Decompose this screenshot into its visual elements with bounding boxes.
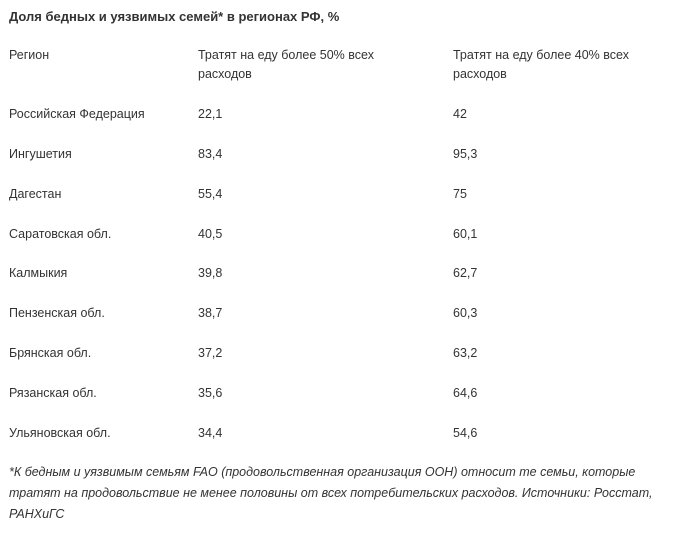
cell-region: Саратовская обл. bbox=[9, 227, 112, 241]
cell-region: Брянская обл. bbox=[9, 346, 92, 360]
cell-region: Калмыкия bbox=[9, 266, 68, 280]
cell-over-50: 37,2 bbox=[198, 346, 223, 360]
cell-over-50: 40,5 bbox=[198, 227, 223, 241]
cell-over-50: 83,4 bbox=[198, 147, 223, 161]
cell-over-50: 34,4 bbox=[198, 426, 223, 440]
cell-over-40: 95,3 bbox=[453, 147, 478, 161]
cell-over-50: 39,8 bbox=[198, 266, 223, 280]
cell-region: Ульяновская обл. bbox=[9, 426, 111, 440]
header-region: Регион bbox=[9, 48, 50, 62]
cell-over-40: 60,1 bbox=[453, 227, 478, 241]
cell-region: Российская Федерация bbox=[9, 107, 145, 121]
cell-over-40: 42 bbox=[453, 107, 467, 121]
cell-over-40: 64,6 bbox=[453, 386, 478, 400]
footnote: *К бедным и уязвимым семьям FAO (продово… bbox=[9, 465, 653, 521]
cell-over-40: 75 bbox=[453, 187, 467, 201]
cell-over-50: 35,6 bbox=[198, 386, 223, 400]
cell-over-50: 22,1 bbox=[198, 107, 223, 121]
cell-region: Пензенская обл. bbox=[9, 306, 105, 320]
cell-over-40: 60,3 bbox=[453, 306, 478, 320]
cell-over-50: 38,7 bbox=[198, 306, 223, 320]
cell-over-40: 63,2 bbox=[453, 346, 478, 360]
header-over-50: Тратят на еду более 50% всех расходов bbox=[198, 48, 374, 81]
header-over-40: Тратят на еду более 40% всех расходов bbox=[453, 48, 629, 81]
cell-over-40: 54,6 bbox=[453, 426, 478, 440]
page-title: Доля бедных и уязвимых семей* в регионах… bbox=[9, 9, 340, 24]
cell-region: Ингушетия bbox=[9, 147, 72, 161]
cell-region: Дагестан bbox=[9, 187, 62, 201]
cell-region: Рязанская обл. bbox=[9, 386, 97, 400]
cell-over-50: 55,4 bbox=[198, 187, 223, 201]
cell-over-40: 62,7 bbox=[453, 266, 478, 280]
